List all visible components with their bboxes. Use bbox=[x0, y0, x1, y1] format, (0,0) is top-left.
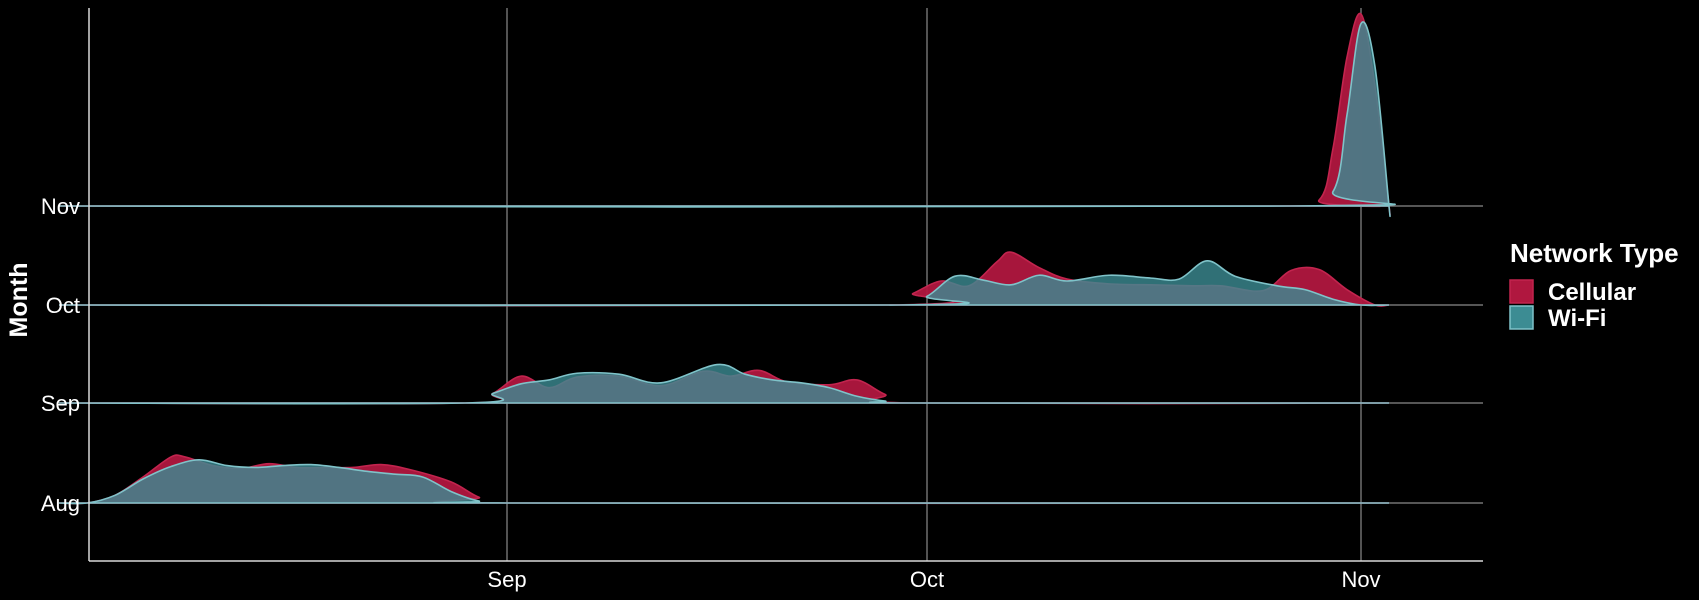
axes bbox=[88, 8, 1483, 562]
ridge-aug-wifi bbox=[58, 458, 1390, 505]
y-tick-label-nov: Nov bbox=[41, 194, 80, 219]
axis-labels: Month Sep Oct Nov Aug Sep Oct Nov bbox=[5, 194, 1381, 592]
density-ridges bbox=[58, 12, 1396, 505]
legend-swatch-wifi bbox=[1509, 305, 1534, 330]
y-tick-label-oct: Oct bbox=[46, 293, 80, 318]
x-tick-label-sep: Sep bbox=[487, 567, 526, 592]
ridge-nov-cellular bbox=[58, 12, 1391, 216]
legend-label-cellular: Cellular bbox=[1548, 279, 1636, 306]
legend-label-wifi: Wi-Fi bbox=[1548, 305, 1606, 332]
y-axis-title: Month bbox=[5, 263, 33, 338]
x-tick-label-oct: Oct bbox=[910, 567, 944, 592]
ridge-sep-wifi bbox=[58, 363, 1390, 405]
legend-swatch-cellular bbox=[1509, 279, 1534, 304]
y-tick-label-sep: Sep bbox=[41, 391, 80, 416]
legend-title: Network Type bbox=[1510, 238, 1679, 268]
ridge-nov-wifi bbox=[58, 21, 1396, 217]
ridge-oct-wifi bbox=[58, 260, 1390, 307]
y-tick-label-aug: Aug bbox=[41, 491, 80, 516]
x-tick-label-nov: Nov bbox=[1341, 567, 1380, 592]
